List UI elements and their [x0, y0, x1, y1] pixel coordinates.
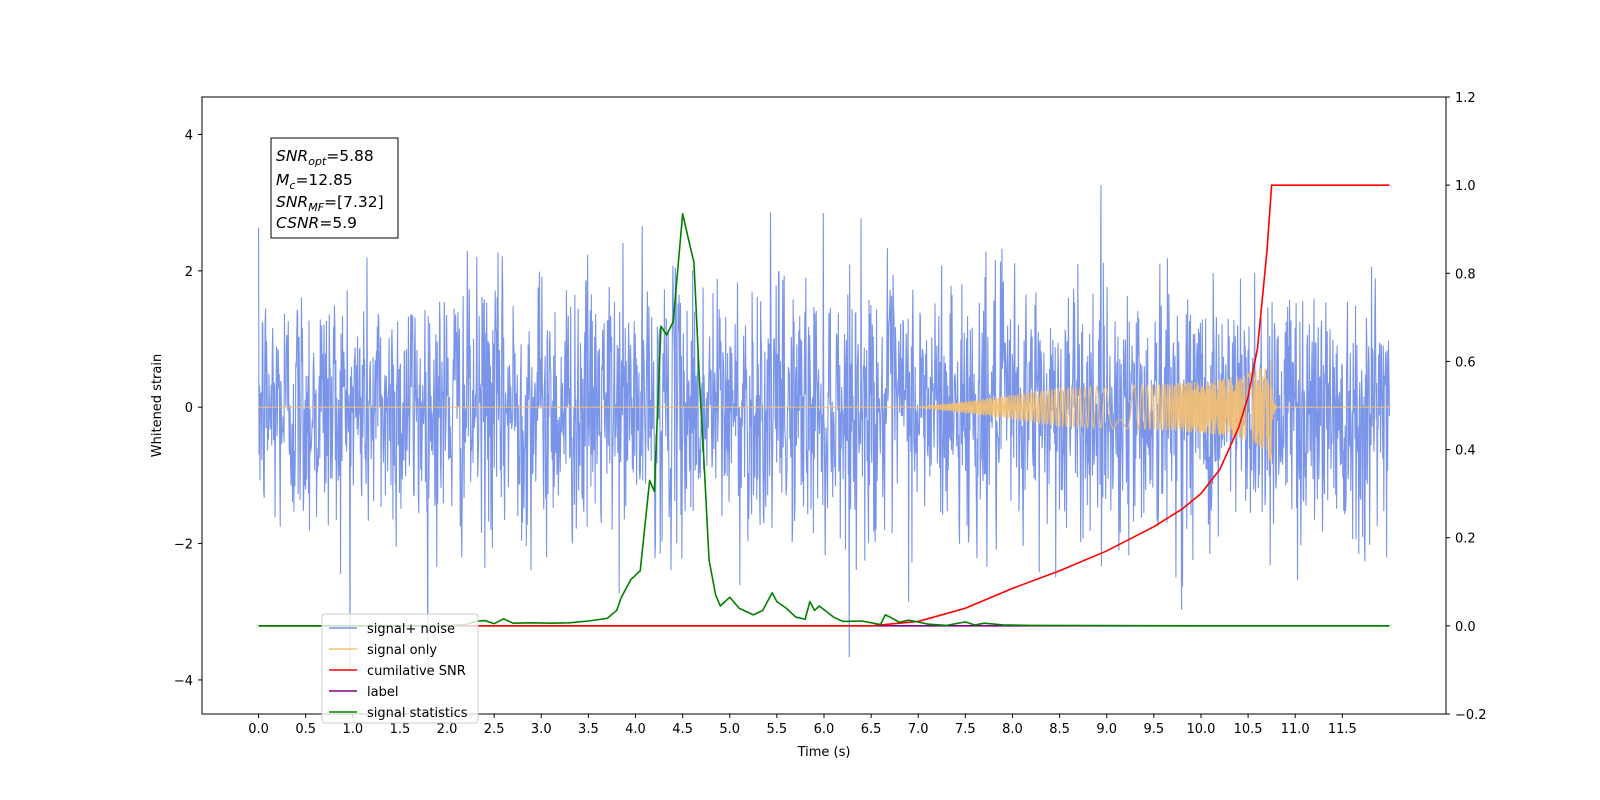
- annotation-snr-opt: SNRopt=5.88: [276, 147, 374, 168]
- y2-tick-label: 0.6: [1455, 355, 1476, 370]
- x-tick-label: 7.5: [955, 722, 976, 737]
- x-tick-label: 4.5: [672, 722, 693, 737]
- x-tick-label: 7.0: [908, 722, 929, 737]
- annotation-frame: [270, 137, 399, 239]
- y-tick-label: 4: [185, 128, 193, 143]
- annotation-snr-mf: SNRMF=[7.32]: [276, 193, 384, 214]
- y2-tick-label: 0.4: [1455, 444, 1476, 459]
- x-tick-label: 6.0: [814, 722, 835, 737]
- annotation-box: SNRopt=5.88 Mc=12.85 SNRMF=[7.32] CSNR=5…: [270, 137, 399, 239]
- x-tick-label: 1.5: [390, 722, 411, 737]
- legend-label: signal statistics: [367, 706, 468, 721]
- x-tick-label: 8.0: [1002, 722, 1023, 737]
- y-tick-label: −2: [174, 538, 193, 553]
- y2-tick-label: 0.2: [1455, 532, 1476, 547]
- x-tick-label: 2.0: [437, 722, 458, 737]
- signal-only-series: [258, 360, 1390, 466]
- legend-label: label: [367, 685, 398, 700]
- y2-tick-label: 1.0: [1455, 179, 1476, 194]
- x-tick-label: 11.0: [1281, 722, 1310, 737]
- y2-tick-label: 0.0: [1455, 620, 1476, 635]
- signal-only-line: [258, 360, 1390, 466]
- x-tick-label: 6.5: [861, 722, 882, 737]
- y2-tick-label: −0.2: [1455, 708, 1487, 723]
- x-tick-label: 1.0: [342, 722, 363, 737]
- x-tick-label: 4.0: [625, 722, 646, 737]
- x-tick-label: 0.5: [295, 722, 316, 737]
- signal-noise-series: [257, 185, 1390, 679]
- y-tick-label: 2: [185, 265, 193, 280]
- x-tick-label: 3.0: [531, 722, 552, 737]
- legend-label: cumilative SNR: [367, 664, 466, 679]
- legend-label: signal+ noise: [367, 622, 455, 637]
- annotation-mc: Mc=12.85: [276, 171, 353, 192]
- cumulative-snr-line: [258, 184, 1390, 627]
- x-tick-label: 8.5: [1049, 722, 1070, 737]
- x-tick-label: 9.0: [1096, 722, 1117, 737]
- x-tick-label: 10.5: [1234, 722, 1263, 737]
- x-axis: 0.0 0.5 1.0 1.5 2.0 2.5 3.0 3.5 4.0 4.5 5.0 5.5 6.0 6…: [248, 714, 1357, 737]
- y2-tick-label: 0.8: [1455, 267, 1476, 282]
- y-tick-label: −4: [174, 674, 193, 689]
- legend-label: signal only: [367, 643, 437, 658]
- legend-frame: [321, 613, 479, 724]
- x-tick-label: 9.5: [1144, 722, 1165, 737]
- x-tick-label: 5.5: [767, 722, 788, 737]
- y-axis-label: Whitened strain: [150, 354, 165, 457]
- signal-statistics-line: [258, 212, 1390, 627]
- x-tick-label: 0.0: [248, 722, 269, 737]
- x-tick-label: 2.5: [484, 722, 505, 737]
- x-axis-label: Time (s): [797, 745, 851, 760]
- y2-tick-label: 1.2: [1455, 91, 1476, 106]
- x-tick-label: 10.0: [1186, 722, 1215, 737]
- signal-noise-line: [257, 185, 1390, 679]
- x-tick-label: 3.5: [578, 722, 599, 737]
- annotation-csnr: CSNR=5.9: [276, 214, 357, 232]
- legend: signal+ noise signal only cumilative SNR la…: [321, 613, 479, 724]
- y-axis-left: 4 2 0 −2 −4: [174, 128, 202, 689]
- y-axis-right: 1.2 1.0 0.8 0.6 0.4 0.2 0.0 −0.2: [1446, 91, 1487, 723]
- x-tick-label: 5.0: [719, 722, 740, 737]
- x-tick-label: 11.5: [1328, 722, 1357, 737]
- y-tick-label: 0: [185, 401, 193, 416]
